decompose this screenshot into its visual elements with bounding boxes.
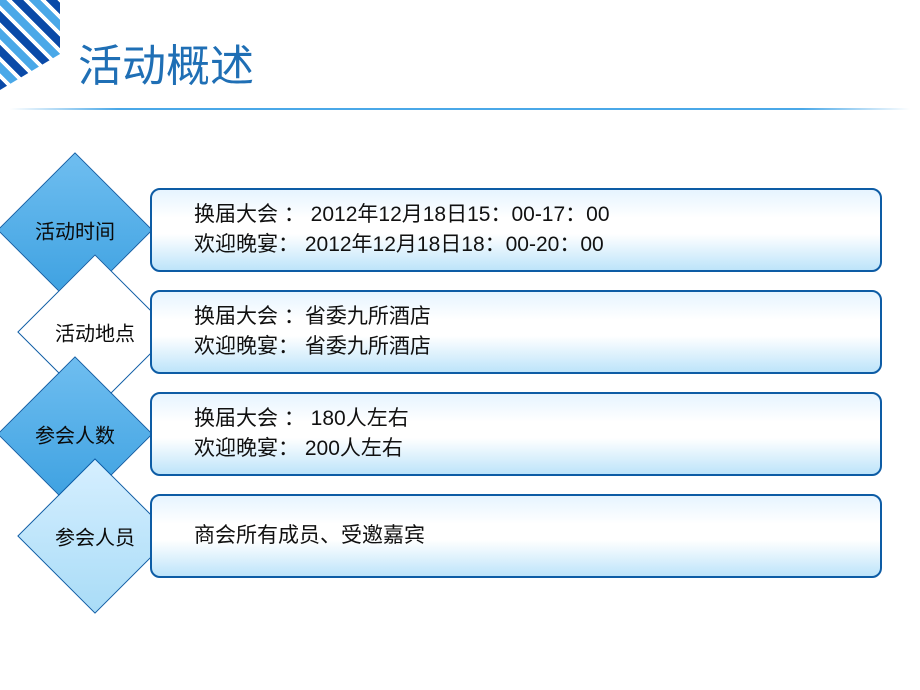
overview-rows: 活动时间 换届大会 ： 2012年12月18日15：00-17：00 欢迎晚宴：… — [0, 180, 920, 588]
content-line: 欢迎晚宴： 2012年12月18日18：00-20：00 — [194, 230, 838, 260]
diamond-label-attendees: 参会人员 — [30, 522, 160, 551]
content-line: 欢迎晚宴： 省委九所酒店 — [194, 332, 838, 362]
row-location: 活动地点 换届大会 ：省委九所酒店 欢迎晚宴： 省委九所酒店 — [0, 282, 920, 382]
content-location: 换届大会 ：省委九所酒店 欢迎晚宴： 省委九所酒店 — [150, 290, 882, 374]
content-line: 换届大会 ： 2012年12月18日15：00-17：00 — [194, 200, 838, 230]
content-line: 商会所有成员、受邀嘉宾 — [194, 521, 838, 551]
diamond-label-count: 参会人数 — [10, 420, 140, 449]
content-line: 换届大会 ： 180人左右 — [194, 404, 838, 434]
row-attendees: 参会人员 商会所有成员、受邀嘉宾 — [0, 486, 920, 586]
row-count: 参会人数 换届大会 ： 180人左右 欢迎晚宴： 200人左右 — [0, 384, 920, 484]
content-attendees: 商会所有成员、受邀嘉宾 — [150, 494, 882, 578]
diamond-label-time: 活动时间 — [10, 216, 140, 245]
page-title: 活动概述 — [78, 30, 254, 94]
row-time: 活动时间 换届大会 ： 2012年12月18日15：00-17：00 欢迎晚宴：… — [0, 180, 920, 280]
title-underline — [10, 108, 910, 110]
content-line: 欢迎晚宴： 200人左右 — [194, 434, 838, 464]
diamond-label-location: 活动地点 — [30, 318, 160, 347]
content-line: 换届大会 ：省委九所酒店 — [194, 302, 838, 332]
content-time: 换届大会 ： 2012年12月18日15：00-17：00 欢迎晚宴： 2012… — [150, 188, 882, 272]
content-count: 换届大会 ： 180人左右 欢迎晚宴： 200人左右 — [150, 392, 882, 476]
corner-decoration — [0, 0, 60, 90]
